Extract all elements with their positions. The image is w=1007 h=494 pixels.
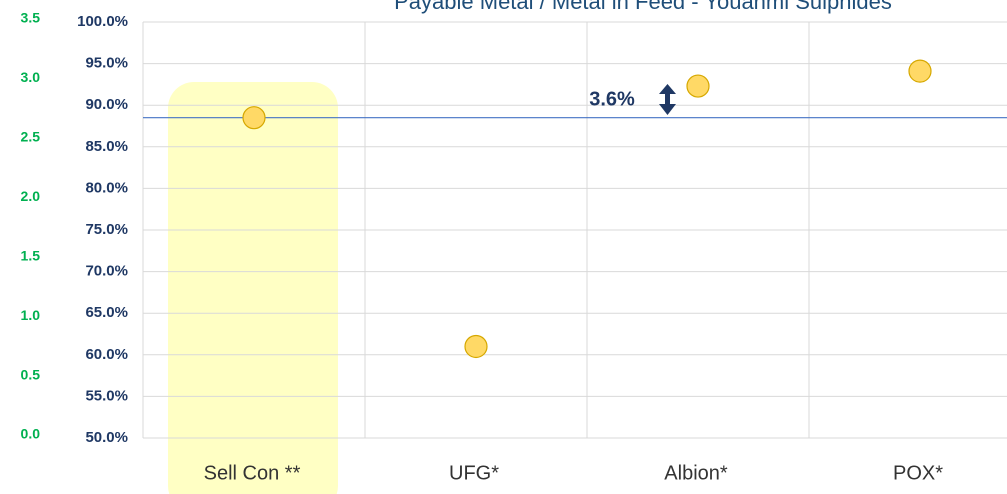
y-tick-label: 75.0% [85, 221, 128, 238]
y-tick-label: 70.0% [85, 263, 128, 280]
y-tick-label: 55.0% [85, 387, 128, 404]
point [242, 106, 266, 130]
annotation: 3.6% [589, 88, 635, 110]
y2-tick-label: 1.5 [21, 247, 41, 263]
point [464, 334, 488, 359]
y-tick-label: 80.0% [85, 179, 128, 196]
y-tick-label: 95.0% [85, 55, 128, 72]
chart-title: Payable Metal / Metal in Feed - Youanmi … [394, 0, 892, 14]
highlight-box [168, 82, 338, 494]
x-tick-label: UFG* [449, 462, 499, 484]
y2-tick-label: 2.0 [21, 188, 41, 204]
point [686, 74, 710, 98]
y-tick-label: 85.0% [85, 138, 128, 155]
y2-tick-label: 2.5 [21, 129, 41, 145]
double-arrow [659, 84, 676, 115]
y-tick-label: 100.0% [77, 13, 128, 30]
y-tick-label: 50.0% [85, 429, 128, 446]
y2-tick-label: 3.5 [21, 10, 41, 26]
y-tick-label: 60.0% [85, 346, 128, 363]
x-tick-label: POX* [893, 462, 943, 484]
y2-tick-label: 3.0 [21, 69, 41, 85]
y-tick-label: 90.0% [85, 96, 128, 113]
y2-tick-label: 1.0 [21, 307, 41, 323]
grid [142, 21, 1007, 439]
y-tick-label: 65.0% [85, 304, 128, 321]
x-tick-label: Albion* [664, 462, 728, 484]
x-tick-label: Sell Con ** [204, 462, 301, 484]
y2-tick-label: 0.0 [21, 426, 41, 442]
point [908, 59, 932, 83]
y2-tick-label: 0.5 [21, 366, 41, 382]
